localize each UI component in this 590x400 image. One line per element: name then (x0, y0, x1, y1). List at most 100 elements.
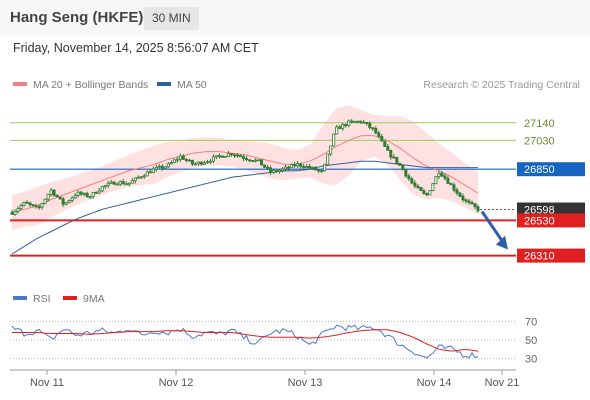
candle-body (245, 158, 249, 161)
candle-body (443, 175, 447, 179)
candle-body (130, 180, 134, 184)
candle-body (76, 191, 80, 196)
instrument-title: Hang Seng (HKFE) (10, 9, 144, 26)
ma20-line (11, 135, 479, 213)
candle-body (88, 196, 92, 199)
candle-body (238, 155, 242, 158)
candle-body (401, 164, 405, 171)
candle-body (305, 165, 309, 169)
candle-body (338, 126, 342, 130)
candle-body (440, 172, 444, 177)
candle-body (272, 170, 276, 173)
candle-body (49, 189, 53, 195)
candle-body (437, 172, 441, 178)
candle-body (326, 153, 330, 165)
candle-body (232, 154, 236, 157)
candle-body (31, 204, 35, 207)
candle-body (386, 146, 390, 151)
timeframe-badge[interactable]: 30 MIN (144, 7, 199, 30)
candle-body (85, 192, 89, 198)
candle-body (416, 185, 420, 188)
candle-body (37, 206, 41, 209)
candle-body (278, 169, 282, 172)
candle-body (106, 182, 110, 186)
candle-body (251, 160, 255, 162)
candle-body (16, 208, 20, 212)
rsi-ma-line (12, 329, 479, 352)
candle-body (151, 168, 155, 174)
candle-body (172, 159, 176, 163)
candle-body (377, 132, 381, 137)
candle-body (34, 205, 38, 208)
candle-body (55, 194, 59, 198)
candle-body (254, 159, 258, 162)
candle-body (28, 202, 32, 206)
candle-body (58, 196, 62, 200)
candle-body (121, 181, 125, 185)
candle-body (142, 175, 146, 178)
candle-body (284, 166, 288, 170)
candle-body (184, 159, 188, 161)
legend-rsi-label: RSI (33, 293, 51, 305)
x-tick-label: Nov 11 (30, 377, 64, 389)
candle-body (263, 164, 267, 168)
x-tick-label: Nov 13 (288, 377, 323, 389)
candle-body (341, 124, 345, 130)
candle-body (157, 165, 161, 168)
candle-body (455, 189, 459, 194)
candle-body (214, 155, 218, 158)
candle-body (10, 211, 14, 215)
candle-body (199, 161, 203, 165)
candle-body (380, 135, 384, 142)
candle-body (226, 153, 230, 157)
candle-body (404, 169, 408, 177)
candle-body (148, 171, 152, 174)
level-label-27140: 27140 (524, 118, 555, 130)
candle-body (470, 202, 474, 205)
candle-body (91, 191, 95, 198)
candle-body (473, 203, 477, 208)
chart-header: Hang Seng (HKFE) 30 MIN (0, 0, 590, 36)
candle-body (467, 200, 471, 203)
candle-body (196, 161, 200, 165)
candle-body (419, 187, 423, 192)
candle-body (353, 120, 357, 123)
candle-body (73, 195, 77, 199)
candle-body (112, 181, 116, 185)
level-label-26310: 26310 (524, 251, 555, 263)
candle-body (359, 120, 363, 123)
candle-body (458, 192, 462, 197)
candle-body (52, 189, 56, 196)
candle-body (178, 155, 182, 160)
candle-body (398, 162, 402, 166)
candle-body (64, 201, 68, 205)
candle-body (317, 169, 321, 172)
legend-rsi-ma: 9MA (63, 293, 105, 305)
candle-body (100, 186, 104, 192)
candle-body (290, 164, 294, 169)
candle-body (160, 165, 164, 169)
candle-body (241, 156, 245, 159)
candle-body (269, 167, 273, 173)
candle-body (320, 170, 324, 172)
candle-body (365, 121, 369, 124)
x-tick-label: Nov 21 (485, 377, 520, 389)
candle-body (428, 190, 432, 196)
candle-body (335, 126, 339, 135)
level-label-26530: 26530 (524, 215, 555, 227)
candle-body (356, 120, 360, 123)
candle-body (464, 199, 468, 202)
forecast-arrow-head (496, 235, 508, 250)
copyright: Research © 2025 Trading Central (423, 79, 580, 91)
candle-body (407, 175, 411, 180)
candle-body (46, 193, 50, 200)
candle-body (127, 182, 131, 185)
candle-body (431, 183, 435, 191)
candle-body (260, 159, 264, 166)
candle-body (13, 210, 17, 215)
candle-body (389, 149, 393, 158)
rsi-tick-50: 50 (525, 335, 537, 347)
candle-body (452, 184, 456, 191)
candle-body (332, 133, 336, 147)
candle-body (220, 155, 224, 158)
